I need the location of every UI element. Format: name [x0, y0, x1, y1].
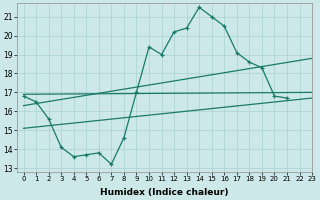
- X-axis label: Humidex (Indice chaleur): Humidex (Indice chaleur): [100, 188, 229, 197]
